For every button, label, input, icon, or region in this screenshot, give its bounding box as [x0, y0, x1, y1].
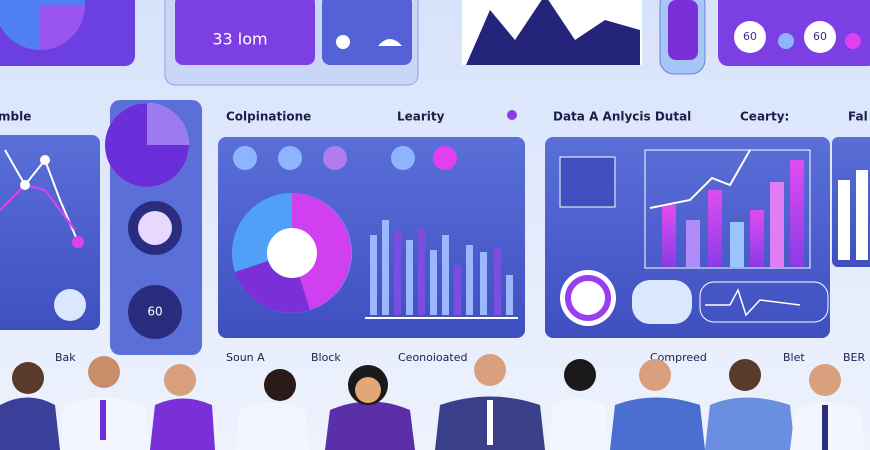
top-label: 33 lom — [212, 30, 267, 49]
chart-frame — [644, 149, 811, 269]
person-label: BER — [843, 351, 865, 364]
donut-hole — [138, 211, 172, 245]
badge-label: 60 — [743, 30, 757, 43]
person-label: Bak — [55, 351, 76, 364]
bar-deco — [856, 170, 868, 260]
section-label: Colpinatione — [226, 110, 311, 124]
section-label: Data A Anlycis Dutal — [553, 110, 691, 124]
gauge — [128, 285, 182, 339]
sparkline — [705, 288, 801, 317]
person-label: Ceonoioated — [398, 351, 467, 364]
dot — [778, 33, 794, 49]
bar-deco — [838, 180, 850, 260]
gauge-ring — [565, 275, 611, 321]
gauge-label: 60 — [147, 305, 162, 319]
point — [72, 236, 84, 248]
badge-label: 60 — [813, 30, 827, 43]
top-card — [175, 0, 315, 65]
person-label: Soun A — [226, 351, 265, 364]
icon-box — [559, 156, 616, 208]
pill — [632, 280, 692, 324]
pill-fill — [668, 0, 698, 60]
icon — [433, 146, 457, 170]
donut-hole — [267, 228, 317, 278]
top-card — [322, 0, 412, 65]
icon — [336, 35, 350, 49]
icon — [323, 146, 347, 170]
pie-slice — [40, 5, 85, 50]
dot — [845, 33, 861, 49]
pie-slice — [147, 103, 189, 145]
avatar — [54, 289, 86, 321]
person-label: Blet — [783, 351, 805, 364]
section-label: Fal — [848, 110, 868, 124]
icon — [391, 146, 415, 170]
point — [40, 155, 50, 165]
person-label: Block — [311, 351, 341, 364]
bars — [662, 160, 804, 267]
section-label: Learity — [397, 110, 445, 124]
icon — [233, 146, 257, 170]
person-label: Compreed — [650, 351, 707, 364]
section-label: mble — [0, 110, 31, 124]
badge — [804, 21, 836, 53]
icon — [378, 39, 402, 46]
sparkline-box — [699, 281, 829, 323]
donut-slice — [292, 193, 352, 310]
bars — [370, 220, 513, 315]
badge — [734, 21, 766, 53]
section-label: Cearty: — [740, 110, 789, 124]
icon — [278, 146, 302, 170]
people — [0, 354, 865, 450]
point — [20, 180, 30, 190]
area — [466, 0, 640, 65]
line — [0, 183, 76, 231]
line — [649, 149, 751, 209]
dot — [507, 110, 517, 120]
